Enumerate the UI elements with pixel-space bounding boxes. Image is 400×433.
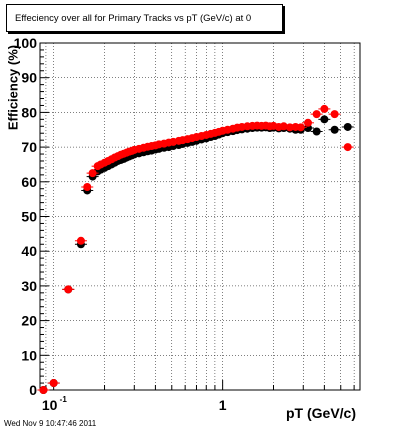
- data-point: [330, 110, 339, 119]
- y-tick-label: 20: [21, 313, 37, 329]
- y-tick-label: 30: [21, 278, 37, 294]
- x-tick-label: 1: [219, 397, 227, 413]
- data-point: [320, 104, 329, 113]
- y-tick-label: 40: [21, 243, 37, 259]
- data-point: [76, 236, 85, 245]
- series-red: [37, 104, 354, 394]
- data-point: [330, 125, 339, 134]
- x-tick-label: 10: [42, 397, 58, 413]
- data-point: [343, 143, 352, 152]
- data-point: [64, 285, 73, 294]
- y-tick-label: 60: [21, 174, 37, 190]
- y-axis-title: Efficiency (%): [5, 44, 21, 131]
- chart-title: Effeciency over all for Primary Tracks v…: [15, 13, 252, 24]
- x-tick-exponent: -1: [60, 395, 68, 404]
- data-point: [312, 110, 321, 119]
- data-point: [279, 122, 288, 131]
- data-point: [39, 386, 48, 394]
- y-tick-label: 80: [21, 104, 37, 120]
- data-point: [296, 123, 305, 132]
- y-tick-label: 50: [21, 209, 37, 225]
- y-tick-label: 10: [21, 347, 37, 363]
- y-tick-label: 90: [21, 70, 37, 86]
- timestamp-footer: Wed Nov 9 10:47:46 2011: [4, 419, 97, 428]
- data-point: [312, 127, 321, 136]
- chart-title-box: Effeciency over all for Primary Tracks v…: [6, 4, 283, 32]
- data-point: [320, 115, 329, 124]
- y-tick-label: 70: [21, 139, 37, 155]
- data-point: [83, 183, 92, 192]
- y-tick-label: 0: [29, 382, 37, 398]
- data-point: [303, 118, 312, 127]
- data-point: [88, 169, 97, 178]
- y-tick-label: 100: [14, 35, 38, 51]
- data-point: [343, 122, 352, 131]
- data-point: [49, 379, 58, 388]
- x-axis-title: pT (GeV/c): [286, 405, 357, 421]
